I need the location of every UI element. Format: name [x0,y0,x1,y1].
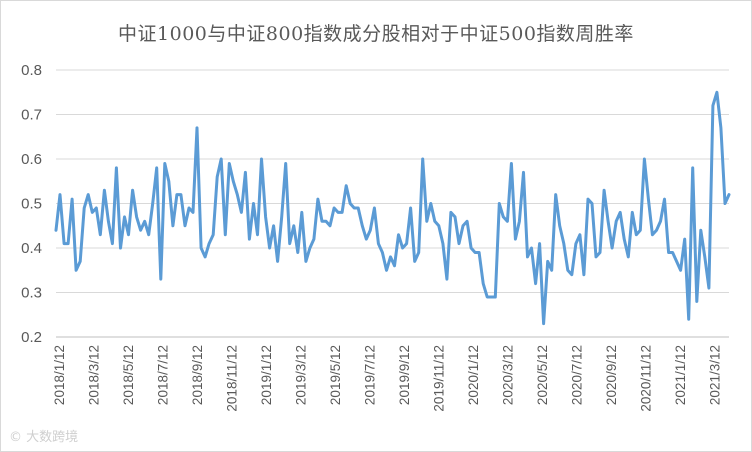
watermark-icon: © [9,430,22,445]
x-tick-label: 2018/1/12 [52,345,67,405]
x-tick-label: 2020/7/12 [570,345,585,405]
x-tick-label: 2019/11/12 [432,345,447,412]
watermark: © 大数跨境 [9,426,78,445]
y-tick-label: 0.6 [21,151,42,168]
x-tick-label: 2020/11/12 [639,345,654,412]
x-tick-label: 2018/7/12 [156,345,171,405]
x-tick-label: 2018/3/12 [87,345,102,405]
y-tick-label: 0.7 [21,107,42,124]
y-tick-label: 0.8 [21,62,42,79]
x-tick-label: 2019/5/12 [328,345,343,405]
x-tick-label: 2020/3/12 [501,345,516,405]
x-tick-label: 2020/9/12 [604,345,619,405]
x-tick-label: 2019/3/12 [294,345,309,405]
chart-title: 中证1000与中证800指数成分股相对于中证500指数周胜率 [118,23,634,45]
y-tick-label: 0.5 [21,196,42,213]
x-tick-label: 2020/1/12 [466,345,481,405]
y-tick-label: 0.3 [21,285,42,302]
x-tick-label: 2018/11/12 [225,345,240,412]
x-tick-label: 2019/1/12 [259,345,274,405]
y-tick-label: 0.2 [21,329,42,346]
x-tick-label: 2019/9/12 [397,345,412,405]
watermark-text: 大数跨境 [26,430,79,445]
x-tick-label: 2018/5/12 [121,345,136,405]
y-tick-label: 0.4 [21,240,42,257]
x-tick-label: 2018/9/12 [190,345,205,405]
x-tick-label: 2020/5/12 [535,345,550,405]
series-line [54,90,731,326]
x-tick-label: 2021/3/12 [708,345,723,405]
x-tick-label: 2019/7/12 [363,345,378,405]
x-tick-label: 2021/1/12 [673,345,688,405]
